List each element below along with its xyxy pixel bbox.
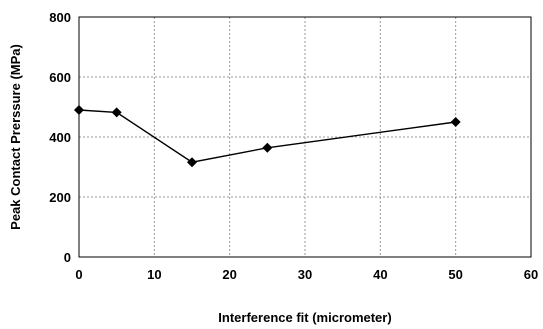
y-tick-label: 200 xyxy=(49,190,71,205)
x-tick-label: 50 xyxy=(448,267,462,282)
x-tick-label: 30 xyxy=(298,267,312,282)
x-tick-label: 20 xyxy=(222,267,236,282)
plot-area-frame xyxy=(78,16,532,258)
x-tick-label: 10 xyxy=(147,267,161,282)
grid xyxy=(79,17,531,257)
y-tick-label: 800 xyxy=(49,10,71,25)
x-tick-label: 0 xyxy=(75,267,82,282)
data-point-marker xyxy=(111,107,122,118)
series-line xyxy=(78,109,456,163)
data-point-marker xyxy=(450,117,461,127)
y-tick-label: 0 xyxy=(64,250,71,265)
data-series xyxy=(74,105,461,168)
data-point-marker xyxy=(74,105,84,115)
data-point-marker xyxy=(187,157,197,168)
y-axis-label: Peak Contact Prerssure (MPa) xyxy=(8,44,23,230)
x-axis-label: Interference fit (micrometer) xyxy=(218,310,391,325)
y-tick-label: 600 xyxy=(49,70,71,85)
x-tick-label: 60 xyxy=(524,267,538,282)
x-tick-label: 40 xyxy=(373,267,387,282)
data-point-marker xyxy=(262,142,273,153)
y-tick-label: 400 xyxy=(49,130,71,145)
